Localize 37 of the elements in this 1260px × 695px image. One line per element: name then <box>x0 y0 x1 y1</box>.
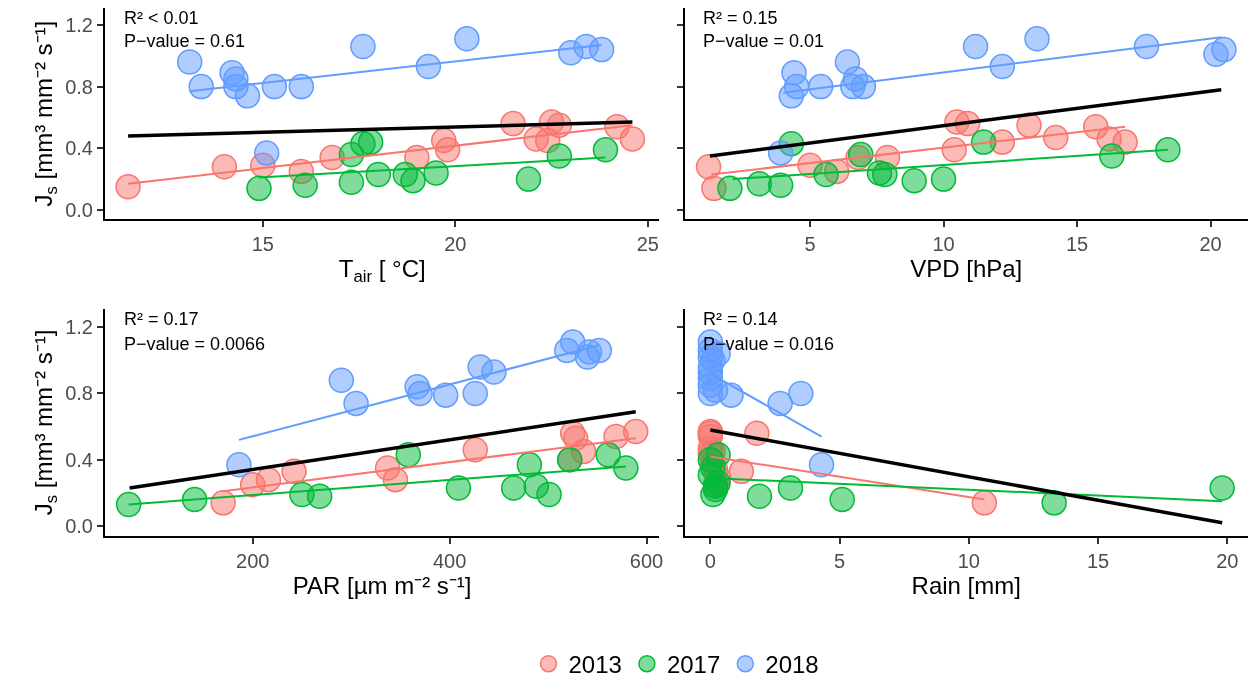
x-tick-label: 600 <box>629 550 664 572</box>
x-tick-label: 15 <box>1086 550 1110 572</box>
y-tick-label: 1.2 <box>65 13 93 36</box>
annotation: R² = 0.17 <box>124 309 199 329</box>
x-axis-title: T$_{air}$ [ °C] <box>338 255 426 287</box>
y-tick-label: 0.4 <box>65 448 93 471</box>
x-tick-label: 25 <box>636 233 659 256</box>
legend-label: 2018 <box>765 651 819 679</box>
annotation: P−value = 0.01 <box>703 31 825 51</box>
x-tick-label: 20 <box>1199 233 1222 256</box>
annotation: R² = 0.15 <box>703 8 778 28</box>
legend-label: 2017 <box>666 651 721 679</box>
y-tick-label: 0.0 <box>65 198 93 221</box>
x-tick-label: 10 <box>932 233 955 256</box>
y-tick-label: 0.4 <box>65 137 93 160</box>
y-tick-label: 0.8 <box>65 382 93 405</box>
annotation: R² = 0.14 <box>703 309 778 329</box>
x-tick-label: 15 <box>251 233 274 256</box>
x-tick-label: 200 <box>236 550 270 572</box>
annotation: R² < 0.01 <box>124 8 199 28</box>
x-tick-label: 20 <box>444 233 467 256</box>
x-axis-title: Rain [mm] <box>911 572 1021 599</box>
y-tick-label: 1.2 <box>65 316 93 339</box>
x-tick-label: 20 <box>1216 550 1239 572</box>
x-tick-label: 5 <box>804 233 816 256</box>
x-tick-label: 5 <box>834 550 846 572</box>
x-axis-title: PAR [µm m⁻² s⁻¹] <box>292 572 472 599</box>
x-tick-label: 15 <box>1065 233 1089 256</box>
y-tick-label: 0.8 <box>65 75 93 98</box>
annotation: P−value = 0.61 <box>124 31 246 51</box>
legend-label: 2013 <box>568 651 622 679</box>
annotation: P−value = 0.0066 <box>124 334 266 354</box>
x-tick-label: 10 <box>957 550 980 572</box>
x-tick-label: 0 <box>704 550 716 572</box>
y-tick-label: 0.0 <box>65 515 93 538</box>
x-tick-label: 400 <box>432 550 467 572</box>
x-axis-title: VPD [hPa] <box>910 255 1023 283</box>
